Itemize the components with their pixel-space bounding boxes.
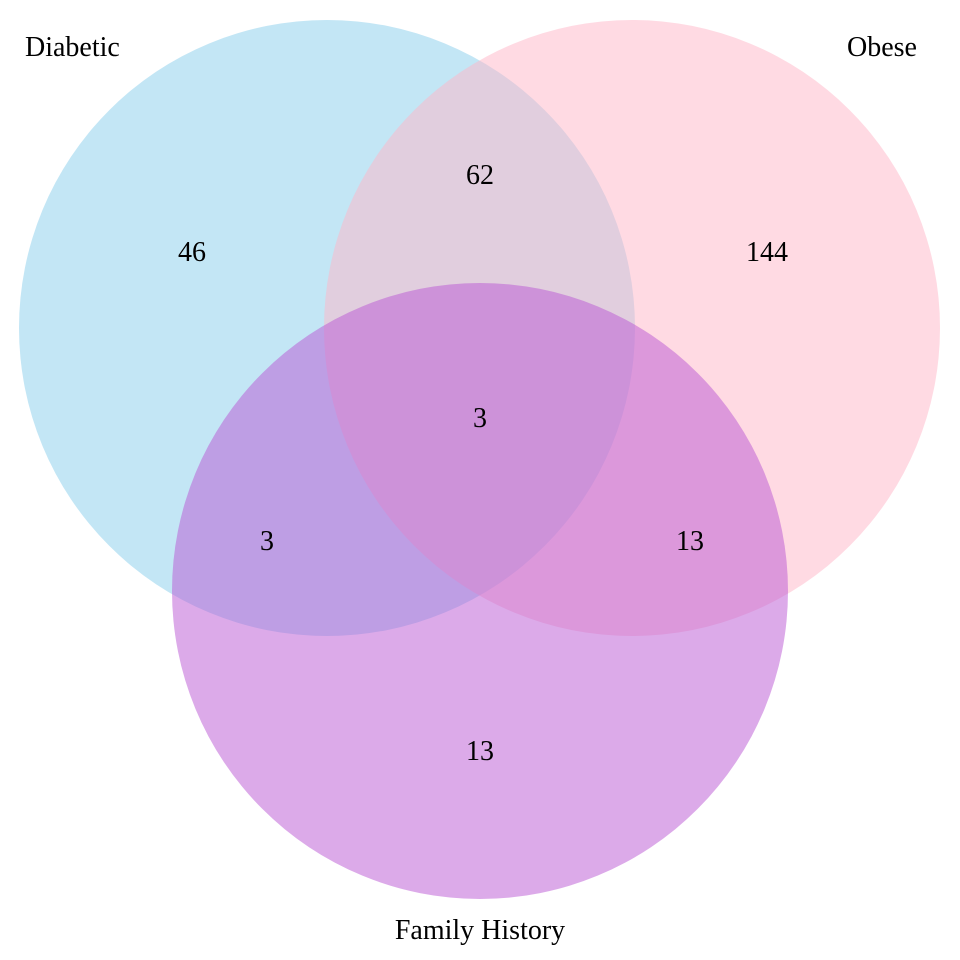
- count-obese-only: 144: [746, 237, 788, 268]
- label-diabetic: Diabetic: [25, 32, 120, 63]
- count-diabetic-only: 46: [178, 237, 206, 268]
- circle-family: [172, 283, 788, 899]
- label-family-history: Family History: [395, 915, 565, 946]
- count-obese-family: 13: [676, 526, 704, 557]
- count-family-only: 13: [466, 736, 494, 767]
- count-diabetic-family: 3: [260, 526, 274, 557]
- count-all-three: 3: [473, 403, 487, 434]
- label-obese: Obese: [847, 32, 917, 63]
- count-diabetic-obese: 62: [466, 160, 494, 191]
